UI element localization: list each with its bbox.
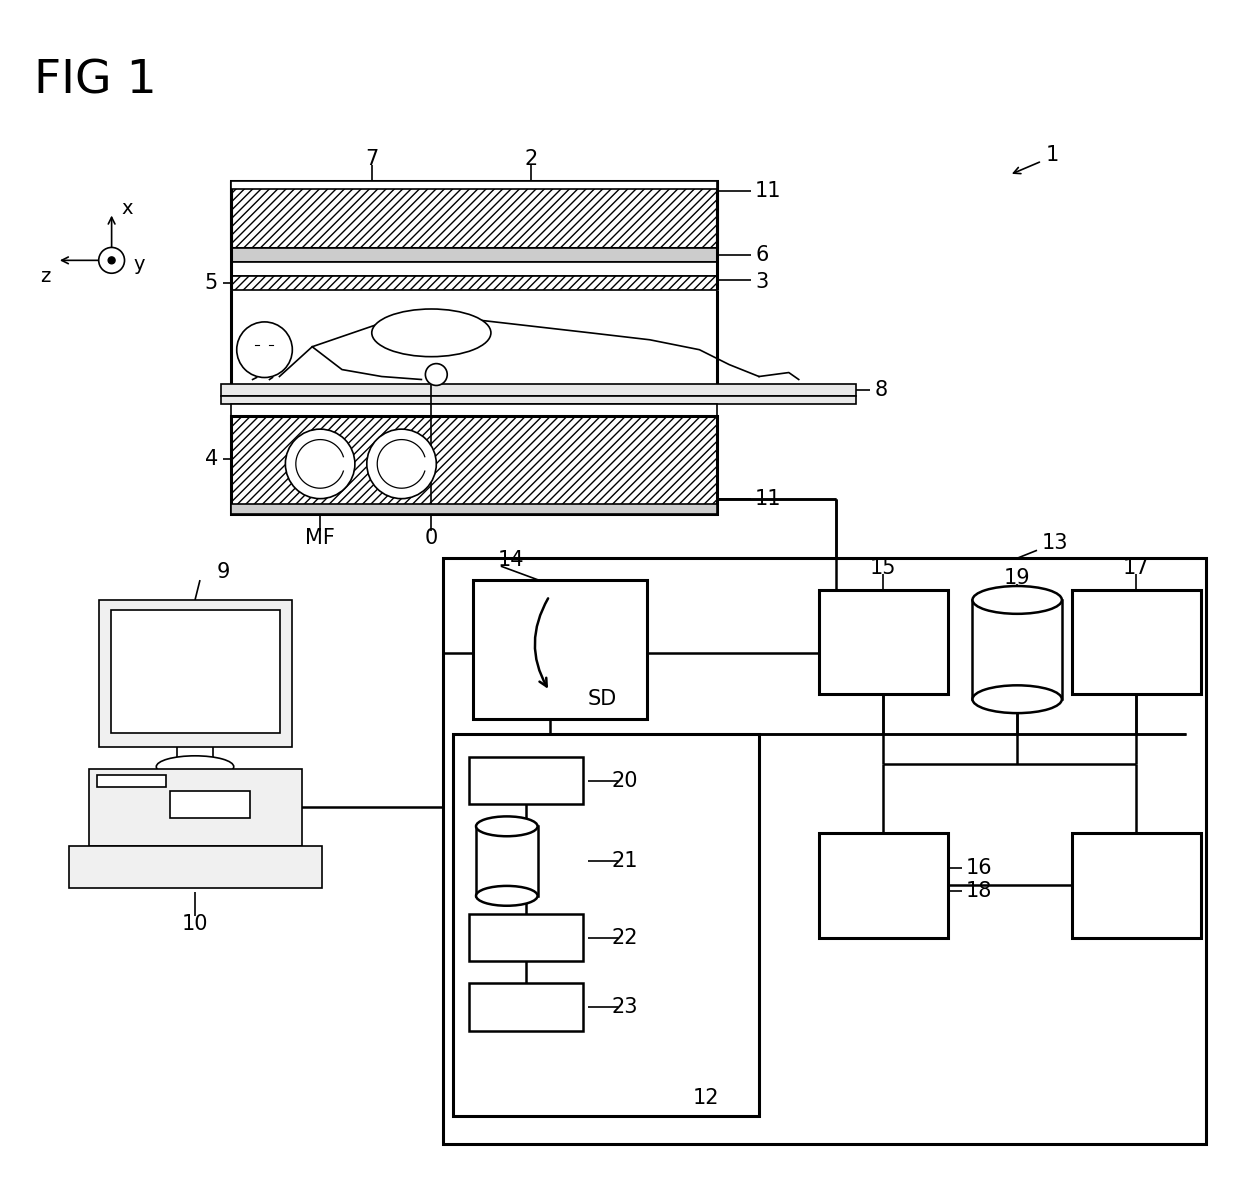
Bar (469, 756, 583, 805)
Bar (231, 181, 717, 189)
Text: 16: 16 (966, 858, 992, 878)
Text: 12: 12 (693, 1088, 719, 1108)
Bar (972, 599, 1061, 700)
Bar (170, 791, 249, 819)
Text: 20: 20 (611, 771, 639, 791)
Text: 3: 3 (755, 273, 769, 293)
Text: 10: 10 (182, 913, 208, 933)
Text: 14: 14 (497, 550, 525, 570)
Ellipse shape (476, 817, 538, 837)
Bar (476, 826, 538, 896)
Text: 21: 21 (611, 851, 639, 871)
Bar (89, 768, 303, 846)
Ellipse shape (372, 309, 491, 356)
Text: 2: 2 (525, 149, 537, 169)
Ellipse shape (476, 886, 538, 906)
Text: 22: 22 (611, 927, 639, 948)
Bar (231, 417, 717, 513)
Text: x: x (122, 199, 133, 218)
Bar (221, 385, 857, 396)
Ellipse shape (156, 756, 234, 778)
Bar (1071, 833, 1200, 938)
Bar (1071, 590, 1200, 694)
Bar (99, 599, 293, 747)
Text: 4: 4 (205, 448, 218, 468)
Text: y: y (134, 255, 145, 274)
Bar (231, 181, 717, 249)
Bar (453, 734, 759, 1116)
Bar (97, 775, 166, 787)
Circle shape (367, 430, 436, 499)
Circle shape (285, 430, 355, 499)
Bar (469, 983, 583, 1031)
Text: 8: 8 (874, 380, 888, 400)
Bar (221, 396, 857, 405)
Text: 6: 6 (755, 245, 769, 266)
Bar (472, 581, 647, 719)
Circle shape (425, 363, 448, 386)
Text: 5: 5 (205, 274, 218, 293)
Bar (818, 833, 947, 938)
Bar (818, 590, 947, 694)
Bar (443, 558, 1205, 1145)
Text: 0: 0 (425, 529, 438, 549)
Text: 9: 9 (216, 562, 229, 582)
Text: FIG 1: FIG 1 (35, 59, 157, 104)
Circle shape (108, 257, 115, 264)
Text: 17: 17 (1123, 558, 1149, 578)
Bar (69, 846, 322, 887)
Text: 19: 19 (1004, 568, 1030, 588)
Text: 11: 11 (755, 489, 781, 509)
Text: 1: 1 (1045, 145, 1059, 165)
Bar (110, 610, 280, 733)
Text: 23: 23 (611, 997, 639, 1017)
Bar (231, 405, 717, 417)
Text: 18: 18 (966, 880, 992, 900)
Text: 7: 7 (365, 149, 378, 169)
Circle shape (99, 248, 124, 274)
Bar (231, 249, 717, 262)
Circle shape (237, 322, 293, 378)
Text: 13: 13 (1042, 533, 1068, 553)
Bar (231, 262, 717, 276)
Bar (231, 276, 717, 290)
Text: z: z (40, 267, 50, 286)
Ellipse shape (972, 586, 1061, 614)
Text: SD: SD (588, 689, 616, 709)
Text: 15: 15 (870, 558, 897, 578)
Ellipse shape (972, 686, 1061, 713)
Bar (469, 913, 583, 962)
Text: MF: MF (305, 529, 335, 549)
Bar (231, 504, 717, 513)
Text: 11: 11 (755, 181, 781, 201)
